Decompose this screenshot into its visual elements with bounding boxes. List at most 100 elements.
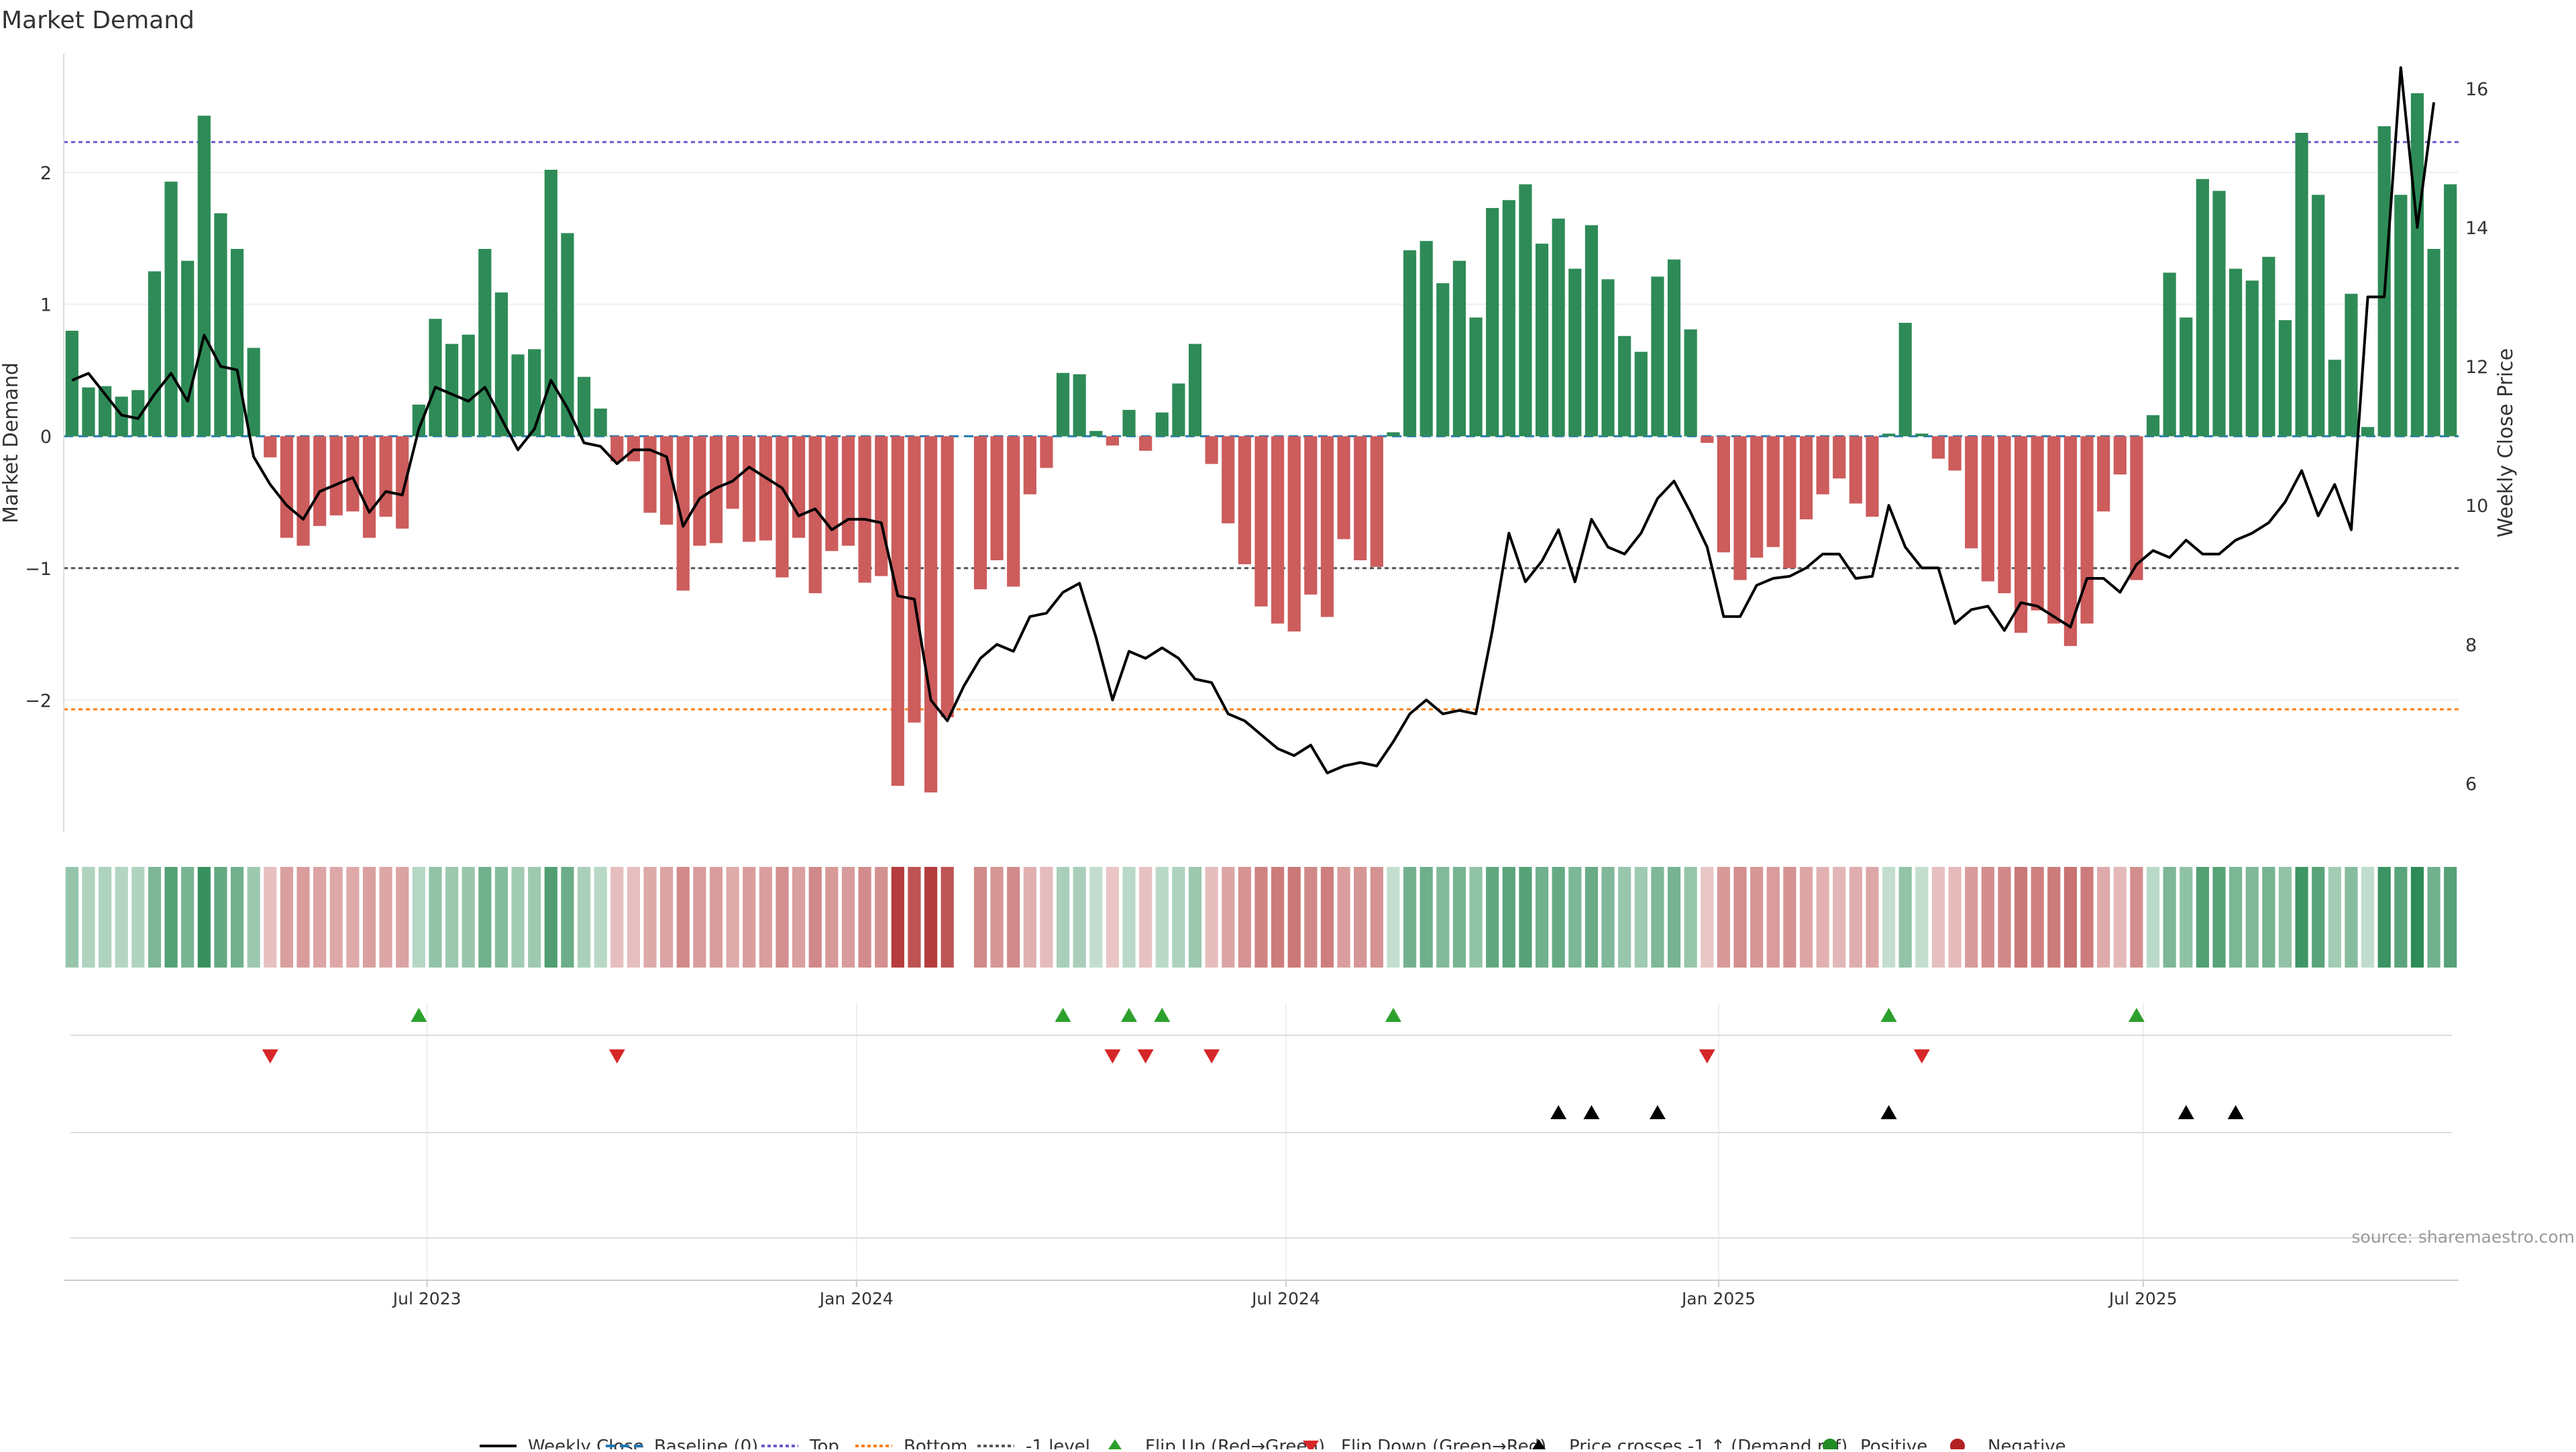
heat-cell — [544, 867, 557, 968]
demand-bar — [1766, 436, 1780, 548]
heat-cell — [131, 867, 145, 968]
heat-cell — [1601, 867, 1615, 968]
weekly-close-line — [71, 66, 2436, 774]
heat-cell — [2113, 867, 2127, 968]
demand-bar — [264, 436, 277, 458]
heat-cell — [660, 867, 674, 968]
y-right-tick-label: 16 — [2465, 79, 2488, 100]
heat-cell — [478, 867, 492, 968]
demand-bar — [1519, 184, 1532, 437]
demand-bar — [1172, 383, 1185, 437]
heat-cell — [2427, 867, 2440, 968]
heat-cell — [2312, 867, 2325, 968]
legend-item: Price crosses -1 ↑ (Demand ref) — [1531, 1437, 1847, 1452]
heat-cell — [2212, 867, 2226, 968]
heat-cell — [1320, 867, 1334, 968]
legend-triangle-up-icon — [1531, 1439, 1547, 1451]
heat-cell — [2196, 867, 2209, 968]
demand-bar — [2130, 436, 2143, 580]
heat-cell — [908, 867, 921, 968]
heat-cell — [1337, 867, 1350, 968]
demand-bar — [1866, 436, 1879, 517]
heat-cell — [2361, 867, 2375, 968]
demand-bar — [676, 436, 690, 591]
demand-bar — [2328, 360, 2341, 437]
price-cross-marker — [1649, 1105, 1666, 1119]
legend-item: Top — [761, 1437, 839, 1452]
heat-cell — [1667, 867, 1681, 968]
demand-bar — [528, 349, 541, 437]
grid-layer — [64, 171, 2459, 1282]
legend-triangle-down-icon — [1303, 1441, 1319, 1452]
heat-cell — [1122, 867, 1136, 968]
heat-cell — [693, 867, 706, 968]
price-cross-marker — [1880, 1105, 1897, 1119]
heat-cell — [841, 867, 855, 968]
heat-cell — [610, 867, 624, 968]
heat-cell — [1452, 867, 1466, 968]
heat-cell — [2245, 867, 2259, 968]
heat-cell — [1354, 867, 1367, 968]
demand-bar — [164, 181, 178, 437]
legend-circle-icon — [1823, 1439, 1837, 1452]
demand-bar — [1040, 436, 1053, 468]
demand-bar — [1998, 436, 2011, 594]
flip-down-marker — [1203, 1049, 1220, 1064]
demand-bar — [1287, 436, 1301, 632]
heat-cell — [329, 867, 343, 968]
heat-cell — [2410, 867, 2424, 968]
heat-cell — [1849, 867, 1862, 968]
demand-bar — [362, 436, 376, 538]
legend-item: Negative — [1950, 1437, 2066, 1452]
heat-cell — [1073, 867, 1086, 968]
heat-cell — [1568, 867, 1582, 968]
price-layer — [71, 66, 2436, 774]
demand-bar — [1320, 436, 1334, 617]
heat-cell — [2063, 867, 2078, 968]
chart-title: Market Demand — [1, 7, 195, 34]
heat-cell — [1981, 867, 1994, 968]
demand-bar — [1816, 436, 1829, 495]
demand-bar — [1254, 436, 1268, 607]
demand-bar — [1898, 323, 1912, 437]
demand-bar — [610, 436, 624, 462]
x-tick-label: Jul 2023 — [392, 1289, 462, 1308]
heat-cell — [743, 867, 756, 968]
flip-down-marker — [1104, 1049, 1121, 1064]
heat-cell — [429, 867, 442, 968]
demand-bar — [759, 436, 772, 541]
legend-item: Baseline (0) — [606, 1437, 758, 1452]
heat-cell — [1056, 867, 1070, 968]
demand-bar — [825, 436, 839, 552]
demand-bar — [1552, 218, 1565, 437]
demand-bar — [1238, 436, 1251, 564]
heat-cell — [65, 867, 78, 968]
heat-cell — [759, 867, 772, 968]
demand-bar — [1155, 412, 1169, 437]
demand-bar — [1684, 329, 1697, 437]
heat-cell — [1931, 867, 1945, 968]
demand-bar — [1701, 436, 1714, 443]
demand-bar — [181, 260, 195, 437]
demand-bar — [1436, 283, 1450, 437]
heat-cell — [1915, 867, 1929, 968]
heat-cell — [2328, 867, 2341, 968]
demand-bar — [1007, 436, 1020, 587]
heat-cell — [197, 867, 211, 968]
legend-label: Price crosses -1 ↑ (Demand ref) — [1569, 1437, 1847, 1449]
price-cross-marker — [2227, 1105, 2244, 1119]
demand-bar — [412, 404, 425, 437]
legend-label: -1 level — [1026, 1437, 1090, 1449]
demand-bar — [1948, 436, 1962, 471]
x-tick-label: Jul 2024 — [1250, 1289, 1320, 1308]
heat-cell — [990, 867, 1004, 968]
demand-bar — [2163, 272, 2176, 437]
heat-cell — [1733, 867, 1747, 968]
demand-bar — [1651, 276, 1664, 437]
demand-bar — [511, 354, 525, 437]
flip-up-marker — [1121, 1008, 1138, 1022]
heat-cell — [1552, 867, 1565, 968]
demand-bar — [230, 248, 244, 437]
heat-cell — [1370, 867, 1383, 968]
demand-bar — [1073, 374, 1086, 437]
